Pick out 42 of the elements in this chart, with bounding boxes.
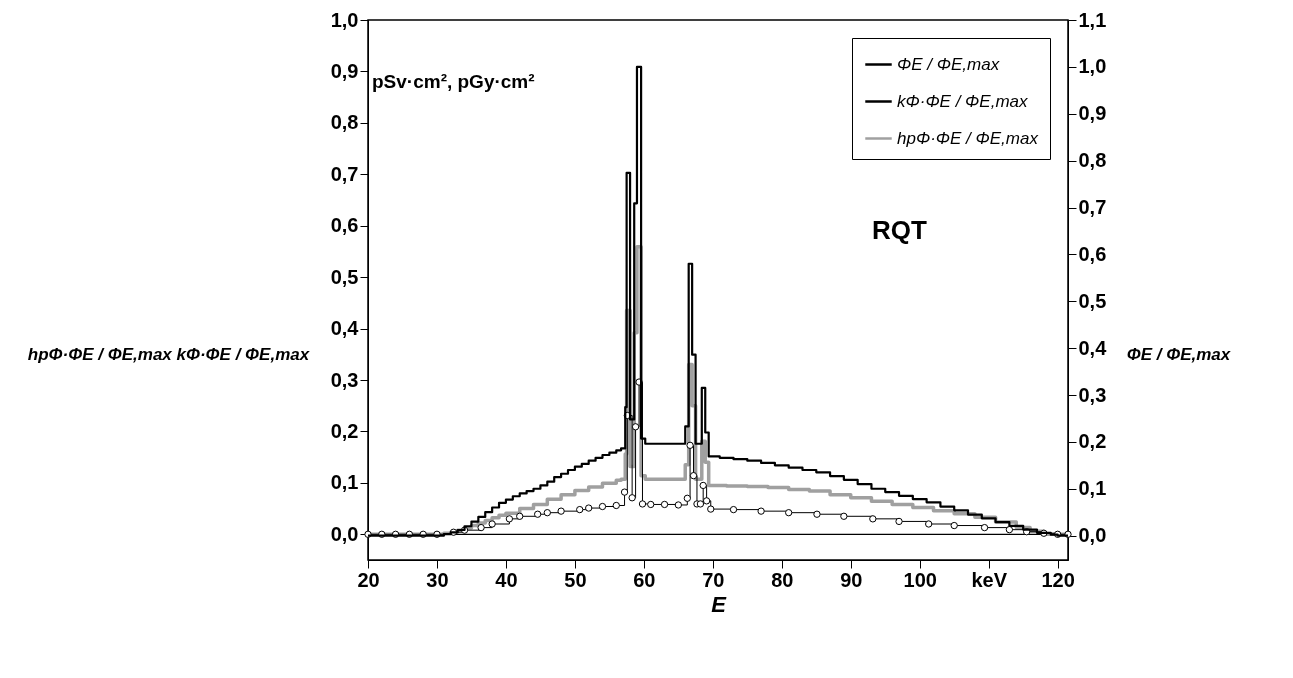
- y2-tick-label: 0,7: [1078, 196, 1107, 218]
- y-tick-label: 0,4: [330, 317, 360, 340]
- legend-label: kΦ·ΦE / ΦE,max: [897, 91, 1029, 111]
- y-tick-label: 1,0: [330, 8, 359, 31]
- legend-label: hpΦ·ΦE / ΦE,max: [897, 128, 1039, 148]
- y2-tick-label: 0,6: [1078, 242, 1107, 265]
- y-tick-label: 0,7: [330, 162, 359, 185]
- y-tick-label: 0,0: [330, 522, 359, 545]
- y2-tick-label: 0,2: [1078, 430, 1107, 453]
- annotation: pSv·cm², pGy·cm²: [372, 71, 535, 92]
- x-tick-label: 50: [564, 568, 587, 591]
- y2-tick-label: 0,0: [1078, 524, 1107, 547]
- x-tick-label: 60: [633, 568, 656, 591]
- y2-tick-label: 0,8: [1078, 149, 1107, 172]
- y-tick-label: 0,8: [330, 111, 359, 134]
- y-axis-title: hpΦ·ΦE / ΦE,max kΦ·ΦE / ΦE,max: [27, 345, 311, 365]
- y-tick-label: 0,2: [330, 419, 359, 442]
- annotation: RQT: [872, 214, 927, 245]
- x-tick-label: 20: [357, 568, 380, 591]
- x-tick-label: 30: [426, 568, 449, 591]
- y2-tick-label: 1,1: [1078, 8, 1107, 31]
- y2-axis-title: ΦE / ΦE,max: [1126, 345, 1232, 365]
- x-axis-title: E: [711, 591, 728, 617]
- y-tick-label: 0,6: [330, 214, 359, 237]
- y2-tick-label: 0,3: [1078, 383, 1107, 406]
- x-tick-label: 90: [840, 568, 863, 591]
- x-tick-label: 80: [771, 568, 794, 591]
- y2-tick-label: 0,4: [1078, 336, 1108, 359]
- x-tick-label: 120: [1041, 568, 1075, 591]
- y2-tick-label: 1,0: [1078, 55, 1107, 78]
- x-tick-label: 40: [495, 568, 518, 591]
- y2-tick-label: 0,1: [1078, 477, 1107, 500]
- y-tick-label: 0,3: [330, 368, 359, 391]
- y2-tick-label: 0,9: [1078, 102, 1107, 125]
- y-tick-label: 0,9: [330, 59, 359, 82]
- x-tick-label: keV: [971, 568, 1008, 591]
- legend-label: ΦE / ΦE,max: [897, 54, 1000, 74]
- x-tick-label: 70: [702, 568, 725, 591]
- y2-tick-label: 0,5: [1078, 289, 1107, 312]
- y-tick-label: 0,5: [330, 265, 359, 288]
- y-tick-label: 0,1: [330, 471, 359, 494]
- x-tick-label: 100: [903, 568, 937, 591]
